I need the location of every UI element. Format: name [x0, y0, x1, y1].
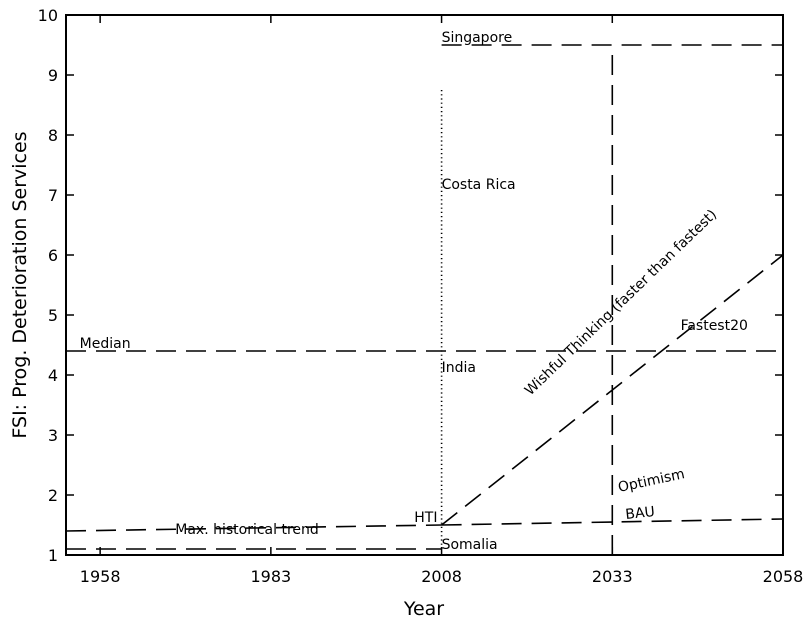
annotation-label: Median: [80, 336, 131, 352]
x-tick-label: 2058: [763, 567, 804, 586]
x-tick-label: 1983: [250, 567, 291, 586]
y-tick-label: 9: [48, 66, 58, 85]
series-line-7: [441, 254, 784, 526]
annotation-label: Costa Rica: [442, 177, 516, 193]
x-tick-label: 1958: [80, 567, 121, 586]
annotation-label: Fastest20: [681, 318, 748, 334]
y-tick-label: 4: [48, 366, 58, 385]
tick-layer: 1958 1983 2008 2033 2058 1 2 3 4 5 6 7 8 9 10: [38, 6, 804, 586]
annotation-label: Singapore: [442, 30, 513, 46]
y-tick-label: 5: [48, 306, 58, 325]
y-tick-label: 6: [48, 246, 58, 265]
y-tick-label: 7: [48, 186, 58, 205]
x-tick-label: 2033: [592, 567, 633, 586]
series-line-4: [65, 524, 442, 532]
annotation-label: India: [442, 360, 476, 376]
series-line-6: [441, 518, 784, 526]
annotation-label: Wishful Thinking (faster than fastest): [522, 207, 720, 399]
annotation-label: HTI: [414, 510, 437, 526]
annotation-layer: Singapore Costa Rica Median India Fastest20 H…: [80, 30, 748, 553]
y-tick-label: 8: [48, 126, 58, 145]
y-axis-title: FSI: Prog. Deterioration Services: [9, 131, 31, 438]
y-tick-label: 1: [48, 546, 58, 565]
x-tick-label: 2008: [421, 567, 462, 586]
annotation-label: Somalia: [442, 537, 498, 553]
y-tick-label: 10: [38, 6, 58, 25]
y-tick-label: 3: [48, 426, 58, 445]
annotation-label: BAU: [625, 504, 656, 523]
annotation-label: Max. historical trend: [175, 522, 319, 538]
y-tick-label: 2: [48, 486, 58, 505]
plot-frame: [65, 14, 784, 556]
annotation-label: Optimism: [617, 466, 687, 496]
x-axis-title: Year: [403, 598, 444, 620]
series-layer: [65, 44, 784, 555]
